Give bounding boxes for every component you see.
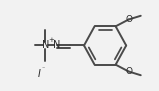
Text: ⁻: ⁻	[42, 67, 45, 72]
Text: N: N	[42, 40, 49, 51]
Text: I: I	[37, 69, 40, 79]
Text: +: +	[48, 37, 54, 43]
Text: O: O	[125, 67, 132, 76]
Text: N: N	[53, 40, 61, 51]
Text: O: O	[125, 15, 132, 24]
